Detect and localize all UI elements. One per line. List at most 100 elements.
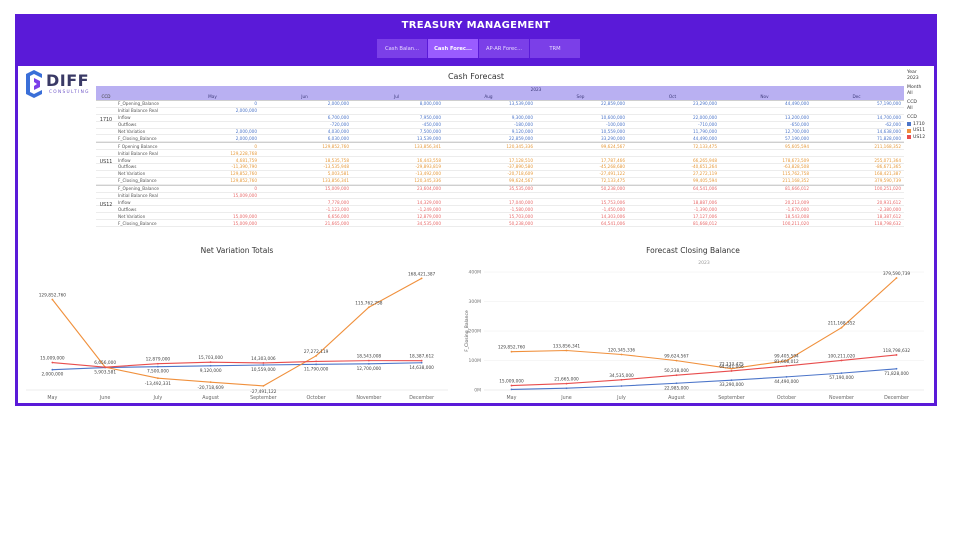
- row-label: Initial Balance Real: [118, 193, 158, 199]
- ccd-filter-value[interactable]: All: [907, 105, 913, 111]
- tab-bar: Cash Balan... Cash Forec... AP-AR Forec.…: [377, 39, 581, 58]
- table-cell: 129,228,768: [230, 150, 257, 156]
- month-filter-value[interactable]: All: [907, 90, 913, 96]
- data-point: [785, 375, 788, 378]
- x-tick-label: December: [409, 395, 434, 401]
- table-cell: 211,168,352: [874, 143, 901, 149]
- table-row: Inflow 6,700,000 7,950,000 9,300,000 10,600,…: [96, 115, 904, 122]
- data-point: [565, 349, 568, 352]
- month-header: Dec: [852, 94, 861, 99]
- chart-subtitle: 2023: [698, 260, 710, 266]
- logo-subtext: CONSULTING: [49, 90, 90, 95]
- x-tick-label: June: [560, 395, 571, 401]
- tab-trm[interactable]: TRM: [530, 39, 580, 58]
- table-cell: -650,000: [790, 122, 809, 128]
- data-label: 18,387,612: [409, 354, 434, 360]
- table-cell: -13,535,948: [323, 164, 350, 170]
- table-cell: -20,718,609: [507, 171, 534, 177]
- data-point: [620, 353, 623, 356]
- table-cell: 7,500,000: [419, 129, 441, 134]
- ccd-filter-label: CCD: [907, 100, 917, 105]
- app-header: TREASURY MANAGEMENT Cash Balan... Cash F…: [15, 14, 937, 68]
- row-label: Inflow: [118, 199, 131, 205]
- table-cell: 4,681,759: [235, 157, 257, 163]
- table-cell: 72,133,475: [601, 178, 625, 184]
- data-label: 100,211,020: [828, 353, 856, 359]
- legend-item[interactable]: 1710: [907, 122, 933, 128]
- data-label: -27,491,122: [250, 389, 276, 395]
- table-cell: -100,000: [606, 122, 625, 128]
- legend-item[interactable]: US11: [907, 128, 933, 134]
- ccd-label: 1710: [99, 118, 113, 123]
- data-label: 120,345,336: [608, 347, 636, 353]
- x-tick-label: November: [829, 395, 854, 401]
- x-tick-label: August: [202, 395, 219, 401]
- table-cell: -86,671,365: [875, 164, 902, 170]
- data-label: 72,133,475: [719, 362, 744, 368]
- x-tick-label: May: [507, 395, 517, 401]
- data-label: 15,009,000: [499, 379, 524, 385]
- series-line-1710: [52, 362, 422, 371]
- table-cell: -1,450,000: [602, 206, 625, 212]
- forecast-closing-chart: 0M 100M 200M 300M 400M F_Closing_Balance 2023 M…: [464, 260, 924, 401]
- ccd-label: US11: [99, 160, 113, 166]
- table-cell: 14,638,000: [877, 129, 901, 134]
- legend-swatch: [907, 122, 911, 127]
- data-label: 14,303,006: [251, 356, 276, 362]
- table-cell: 11,790,000: [693, 129, 717, 134]
- row-label: Net Variation: [118, 171, 146, 177]
- data-point: [315, 360, 318, 363]
- tab-ap-ar-forecast[interactable]: AP-AR Forec...: [479, 39, 529, 58]
- data-label: 211,168,352: [828, 321, 856, 327]
- legend-item[interactable]: US12: [907, 135, 933, 141]
- data-label: 168,421,387: [408, 271, 436, 277]
- year-filter-label: Year: [907, 70, 917, 75]
- year-filter-value[interactable]: 2023: [907, 75, 919, 81]
- table-cell: 81,668,012: [693, 220, 717, 226]
- table-cell: [352, 108, 444, 114]
- ccd-group: US12 F_Opening_Balance 0 15,009,000 23,604,0…: [96, 184, 904, 228]
- y-tick-label: 0M: [474, 388, 481, 394]
- data-point: [209, 381, 212, 384]
- table-cell: -720,000: [330, 122, 349, 128]
- data-label: 27,272,119: [304, 349, 329, 355]
- data-point: [367, 359, 370, 362]
- data-label: 15,703,000: [198, 355, 223, 361]
- row-label: F_Closing_Balance: [118, 178, 157, 184]
- table-cell: [812, 193, 904, 199]
- data-point: [367, 362, 370, 365]
- table-row: F_Closing_Balance 15,009,000 21,665,000 34,…: [96, 220, 904, 228]
- table-cell: 7,950,000: [419, 115, 441, 121]
- month-header: Jun: [301, 94, 308, 99]
- table-cell: 0: [254, 186, 257, 192]
- tab-cash-balance[interactable]: Cash Balan...: [377, 39, 427, 58]
- table-cell: [168, 199, 260, 205]
- data-label: 118,798,632: [883, 348, 911, 354]
- data-point: [156, 377, 159, 380]
- table-row: Inflow 7,778,000 14,329,000 17,040,000 15,75…: [96, 199, 904, 207]
- data-point: [620, 378, 623, 381]
- table-cell: -180,000: [514, 122, 533, 128]
- table-cell: 15,703,000: [509, 213, 533, 219]
- table-cell: -37,890,580: [507, 164, 534, 170]
- y-tick-label: 200M: [469, 329, 482, 335]
- data-label: 99,405,594: [774, 354, 799, 360]
- net-variation-title: Net Variation Totals: [200, 246, 274, 255]
- data-point: [620, 385, 623, 387]
- table-row: Outflows -1,123,000 -1,249,000 -1,580,000 -1…: [96, 206, 904, 214]
- table-cell: -29,893,819: [415, 164, 442, 170]
- table-cell: 16,443,558: [417, 157, 441, 163]
- month-header: May: [208, 94, 217, 99]
- table-cell: 168,421,387: [874, 171, 901, 177]
- data-point: [895, 367, 898, 370]
- month-filter-label: Month: [907, 85, 922, 90]
- table-cell: 23,604,000: [417, 186, 441, 192]
- data-point: [51, 361, 54, 364]
- legend-label: US11: [913, 128, 926, 133]
- table-row: Inflow 4,681,759 18,535,758 16,443,558 17,12…: [96, 157, 904, 165]
- table-cell: 34,535,000: [417, 220, 441, 226]
- tab-cash-forecast[interactable]: Cash Forec...: [428, 39, 478, 58]
- table-cell: 22,859,000: [601, 101, 625, 107]
- table-cell: 6,030,000: [327, 135, 349, 141]
- legend-label: US12: [913, 134, 926, 140]
